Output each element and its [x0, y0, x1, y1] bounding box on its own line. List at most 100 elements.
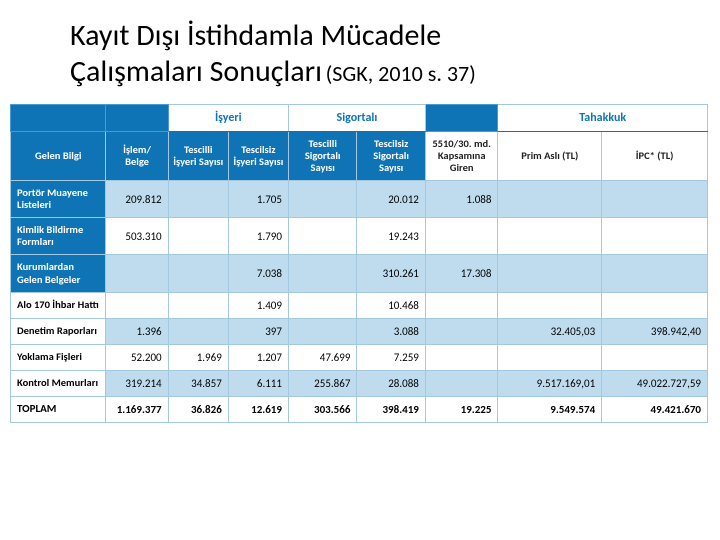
cell [425, 292, 498, 318]
results-table: İşyeri Sigortalı Tahakkuk Gelen Bilgi İş… [10, 104, 708, 423]
table-row: Kimlik Bildirme Formları503.310 1.790 19.2… [11, 218, 708, 255]
cell: 19.225 [425, 396, 498, 422]
title-line-1: Kayıt Dışı İstihdamla Mücadele [70, 18, 650, 54]
cell [602, 255, 708, 292]
cell [106, 292, 168, 318]
cell: 1.705 [228, 181, 288, 218]
cell: 3.088 [357, 318, 425, 344]
cell: 9.549.574 [498, 396, 602, 422]
cell: 19.243 [357, 218, 425, 255]
cell [498, 292, 602, 318]
row-label: Portör Muayene Listeleri [11, 181, 106, 218]
cell: 398.942,40 [602, 318, 708, 344]
table-row: TOPLAM1.169.37736.82612.619303.566398.41… [11, 396, 708, 422]
cell [425, 318, 498, 344]
cell: 1.409 [228, 292, 288, 318]
cell: 32.405,03 [498, 318, 602, 344]
header-blank-2 [106, 105, 168, 132]
cell [498, 344, 602, 370]
cell [602, 292, 708, 318]
col-kapsam: 5510/30. md. Kapsamına Giren [425, 132, 498, 181]
table-row: Denetim Raporları1.396 397 3.088 32.405,033… [11, 318, 708, 344]
cell: 47.699 [288, 344, 356, 370]
cell: 12.619 [228, 396, 288, 422]
row-label: Kontrol Memurları [11, 370, 106, 396]
cell: 1.396 [106, 318, 168, 344]
cell: 398.419 [357, 396, 425, 422]
cell [288, 255, 356, 292]
slide: Kayıt Dışı İstihdamla Mücadele Çalışmala… [0, 0, 720, 540]
table-body: Portör Muayene Listeleri209.812 1.705 20.0… [11, 181, 708, 422]
group-header-sigortali: Sigortalı [288, 105, 425, 132]
cell [602, 344, 708, 370]
group-header-row: İşyeri Sigortalı Tahakkuk [11, 105, 708, 132]
cell [288, 218, 356, 255]
table-row: Kurumlardan Gelen Belgeler 7.038 310.26117… [11, 255, 708, 292]
cell: 503.310 [106, 218, 168, 255]
cell: 52.200 [106, 344, 168, 370]
col-ipc: İPC* (TL) [602, 132, 708, 181]
cell: 209.812 [106, 181, 168, 218]
cell: 49.022.727,59 [602, 370, 708, 396]
cell: 10.468 [357, 292, 425, 318]
cell [168, 318, 228, 344]
row-label: Denetim Raporları [11, 318, 106, 344]
title-block: Kayıt Dışı İstihdamla Mücadele Çalışmala… [0, 18, 720, 104]
cell [288, 292, 356, 318]
cell [425, 344, 498, 370]
cell: 310.261 [357, 255, 425, 292]
cell: 1.169.377 [106, 396, 168, 422]
cell [168, 181, 228, 218]
cell [498, 255, 602, 292]
table-row: Kontrol Memurları319.21434.8576.111255.8… [11, 370, 708, 396]
title-line-2-main: Çalışmaları Sonuçları [70, 53, 322, 90]
cell [168, 292, 228, 318]
header-blank-3 [425, 105, 498, 132]
col-gelen-bilgi: Gelen Bilgi [11, 132, 106, 181]
cell: 319.214 [106, 370, 168, 396]
cell [498, 218, 602, 255]
title-source: (SGK, 2010 s. 37) [326, 60, 476, 87]
cell: 20.012 [357, 181, 425, 218]
cell: 1.969 [168, 344, 228, 370]
cell: 7.038 [228, 255, 288, 292]
title-line-2: Çalışmaları Sonuçları (SGK, 2010 s. 37) [70, 54, 650, 90]
cell: 34.857 [168, 370, 228, 396]
col-tescilsiz-isyeri: Tescilsiz İşyeri Sayısı [228, 132, 288, 181]
cell [168, 218, 228, 255]
cell: 9.517.169,01 [498, 370, 602, 396]
col-tescilli-sigortali: Tescilli Sigortalı Sayısı [288, 132, 356, 181]
cell [106, 255, 168, 292]
sub-header-row: Gelen Bilgi İşlem/ Belge Tescilli İşyeri… [11, 132, 708, 181]
row-label: Yoklama Fişleri [11, 344, 106, 370]
row-label: TOPLAM [11, 396, 106, 422]
cell: 49.421.670 [602, 396, 708, 422]
cell: 1.088 [425, 181, 498, 218]
row-label: Kurumlardan Gelen Belgeler [11, 255, 106, 292]
cell [168, 255, 228, 292]
cell: 17.308 [425, 255, 498, 292]
table-row: Alo 170 İhbar Hattı 1.409 10.468 [11, 292, 708, 318]
cell: 1.790 [228, 218, 288, 255]
cell: 6.111 [228, 370, 288, 396]
table-container: İşyeri Sigortalı Tahakkuk Gelen Bilgi İş… [0, 104, 720, 423]
table-row: Portör Muayene Listeleri209.812 1.705 20.0… [11, 181, 708, 218]
cell [288, 318, 356, 344]
cell [602, 181, 708, 218]
cell [602, 218, 708, 255]
row-label: Alo 170 İhbar Hattı [11, 292, 106, 318]
cell [288, 181, 356, 218]
row-label: Kimlik Bildirme Formları [11, 218, 106, 255]
col-tescilsiz-sigortali: Tescilsiz Sigortalı Sayısı [357, 132, 425, 181]
cell [498, 181, 602, 218]
cell: 303.566 [288, 396, 356, 422]
col-islem-belge: İşlem/ Belge [106, 132, 168, 181]
table-row: Yoklama Fişleri52.2001.9691.20747.6997.2… [11, 344, 708, 370]
col-prim: Prim Aslı (TL) [498, 132, 602, 181]
group-header-tahakkuk: Tahakkuk [498, 105, 708, 132]
cell [425, 370, 498, 396]
cell: 28.088 [357, 370, 425, 396]
cell: 397 [228, 318, 288, 344]
cell [425, 218, 498, 255]
header-blank-1 [11, 105, 106, 132]
